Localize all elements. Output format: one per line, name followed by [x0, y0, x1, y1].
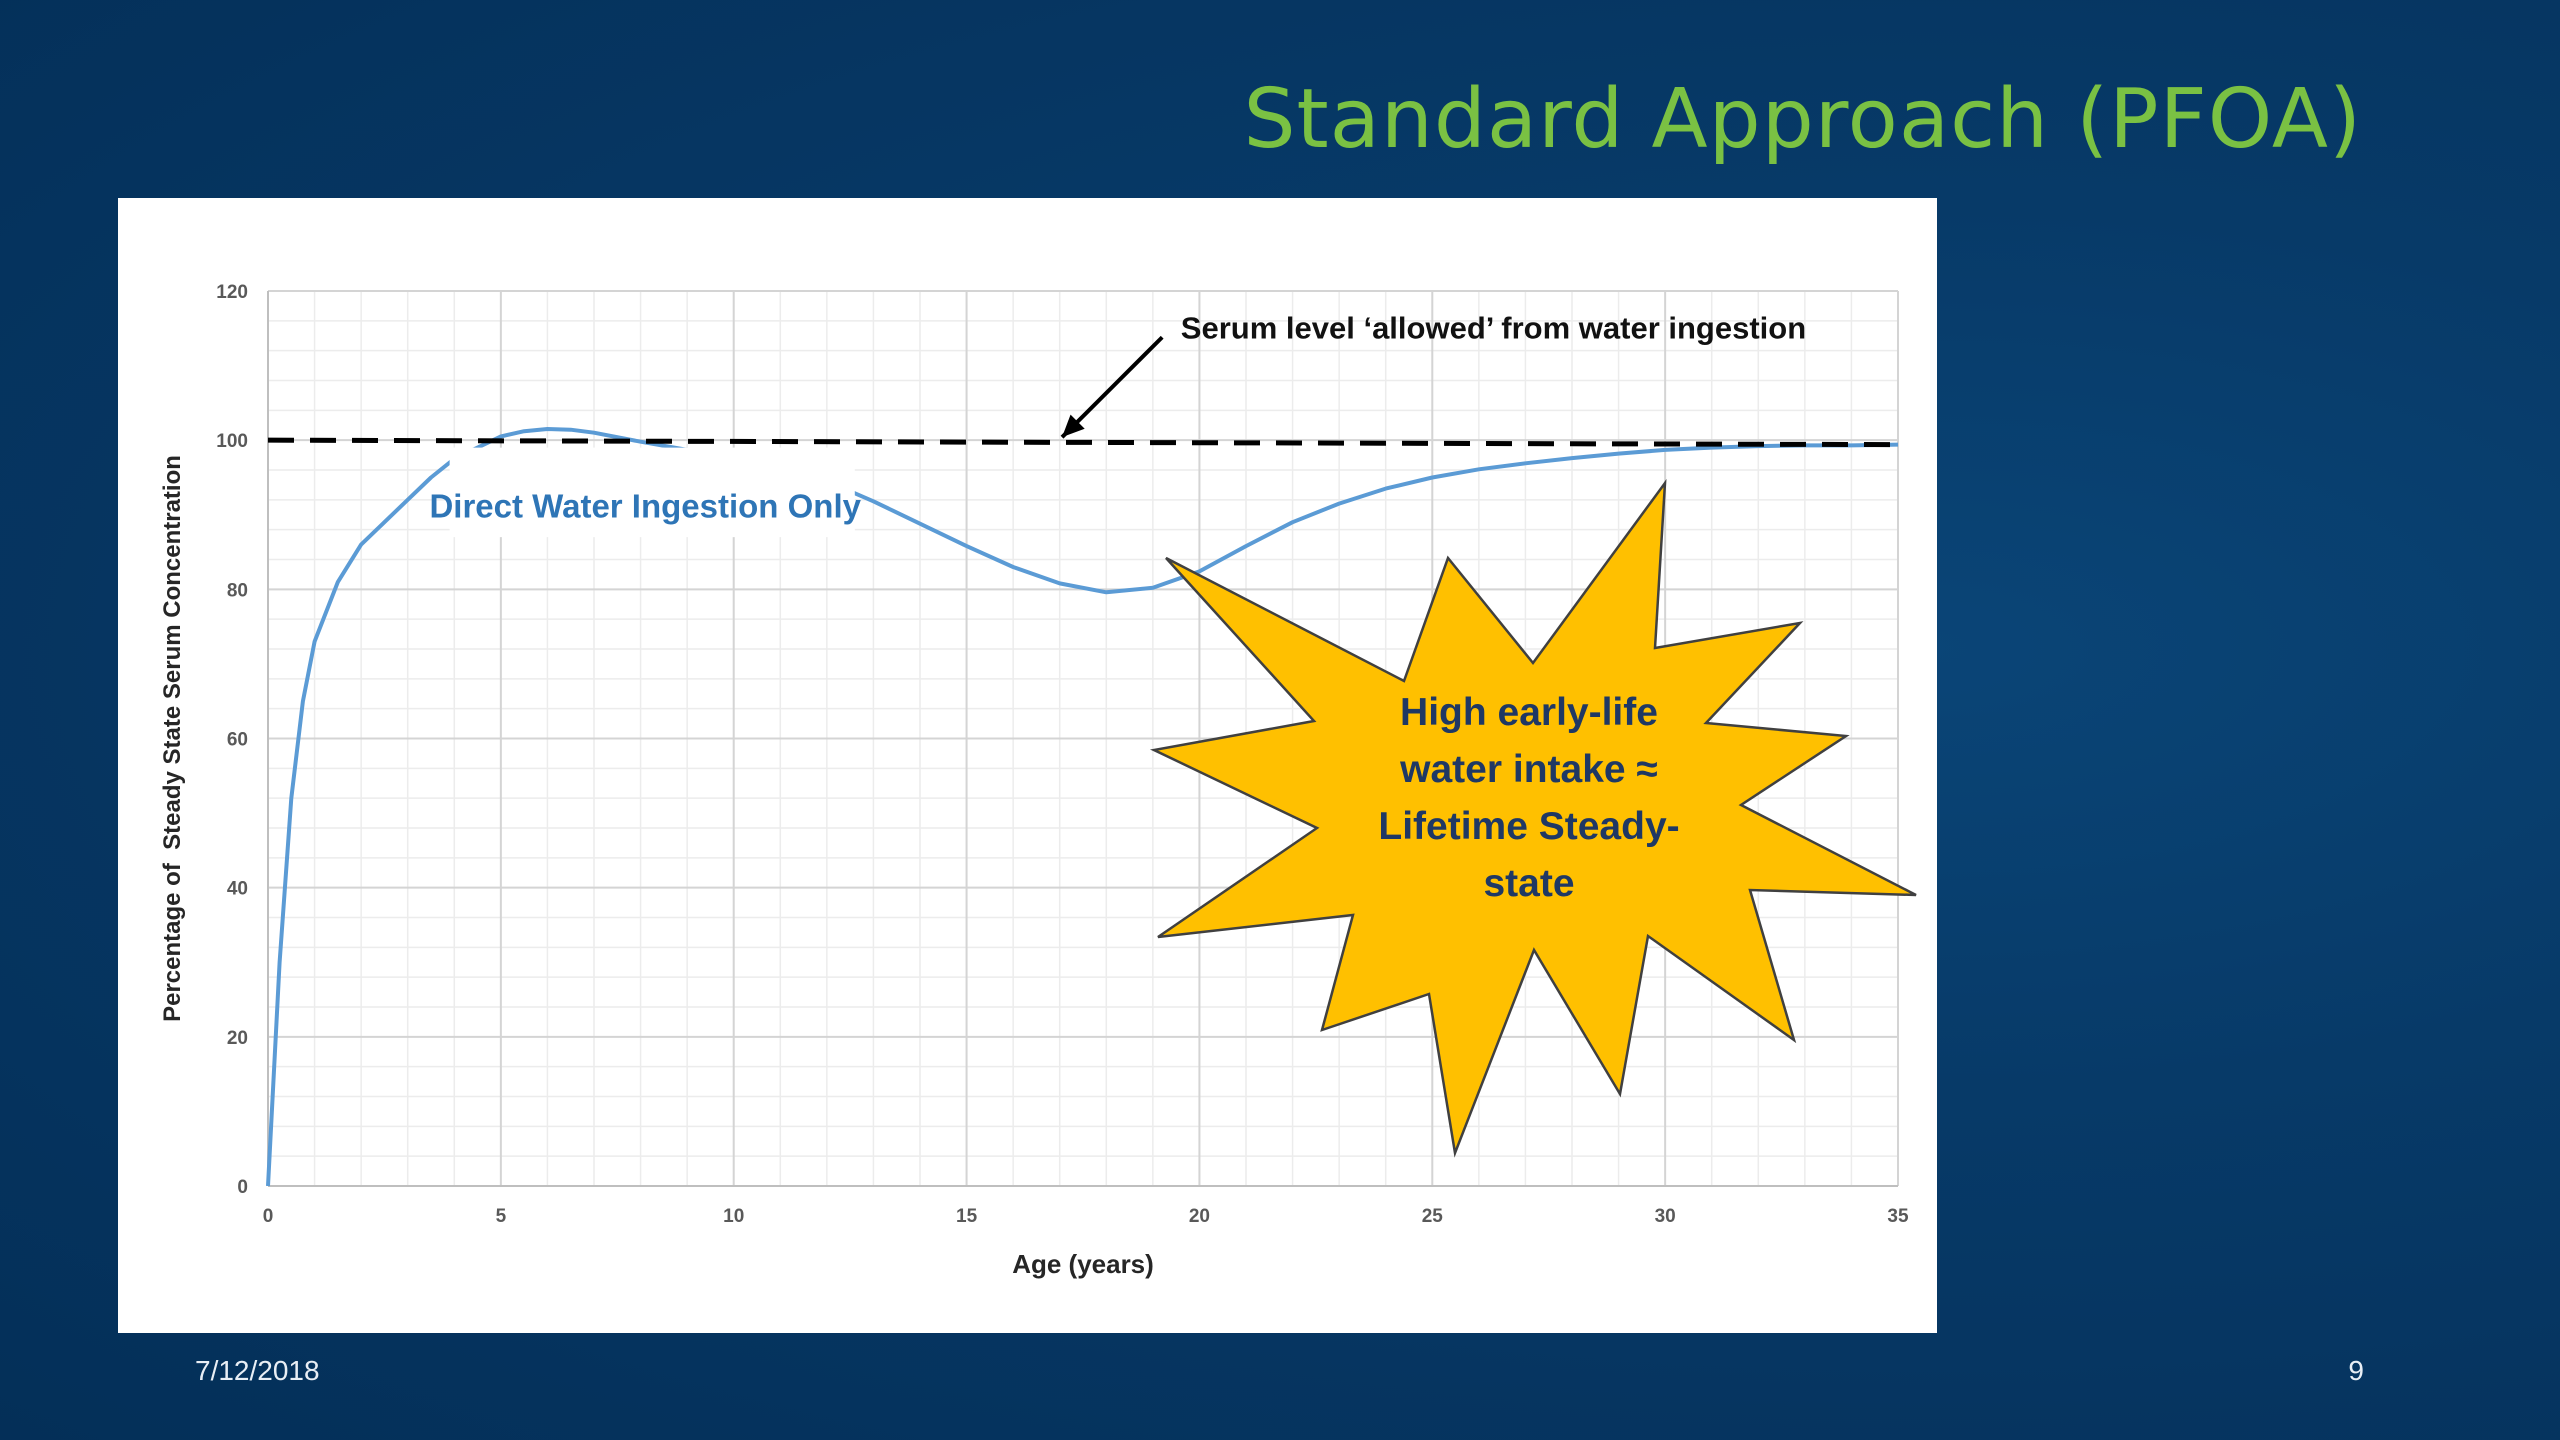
reference-line-steady-state	[267, 437, 1899, 448]
y-tick-label: 20	[227, 1028, 248, 1049]
reference-arrow-shaft	[1060, 335, 1164, 439]
y-tick-label: 80	[227, 580, 248, 601]
series-line-direct-water	[266, 427, 1899, 1187]
slide-title: Standard Approach (PFOA)	[1243, 72, 2362, 167]
x-tick-label: 35	[1887, 1206, 1909, 1227]
x-tick-label: 5	[496, 1206, 507, 1227]
x-tick-label: 10	[723, 1206, 744, 1227]
callout-text-line: water intake ≈	[1399, 748, 1658, 791]
y-tick-label: 0	[237, 1177, 248, 1198]
x-tick-label: 15	[956, 1206, 978, 1227]
reference-label: Serum level ‘allowed’ from water ingesti…	[1181, 311, 1806, 346]
x-axis-title: Age (years)	[1012, 1249, 1154, 1279]
y-tick-label: 60	[227, 730, 248, 751]
x-tick-label: 20	[1189, 1206, 1210, 1227]
x-tick-label: 30	[1655, 1206, 1676, 1227]
y-tick-label: 100	[216, 431, 248, 452]
series-label-background	[449, 447, 855, 538]
series-label: Direct Water Ingestion Only	[429, 488, 861, 525]
x-tick-label: 0	[263, 1206, 274, 1227]
callout-text-line: state	[1483, 862, 1574, 905]
slide-date: 7/12/2018	[195, 1355, 320, 1386]
y-tick-label: 40	[227, 879, 248, 900]
x-tick-label: 25	[1422, 1206, 1444, 1227]
y-tick-label: 120	[216, 282, 248, 303]
callout-text-line: High early-life	[1400, 691, 1658, 734]
starburst-callout	[1149, 478, 1917, 1158]
chart-panel: 0 5 10 15 20 25 30 35 0 20 40 60 80 100 120 Age (years)…	[118, 198, 1937, 1333]
slide-page-number: 9	[2348, 1355, 2364, 1386]
reference-arrow-head	[1062, 414, 1085, 438]
y-axis-title: Percentage of Steady State Serum Concent…	[159, 455, 186, 1022]
callout-text-line: Lifetime Steady-	[1378, 805, 1679, 848]
chart-svg: 0 5 10 15 20 25 30 35 0 20 40 60 80 100 120 Age (years)…	[159, 282, 1917, 1279]
